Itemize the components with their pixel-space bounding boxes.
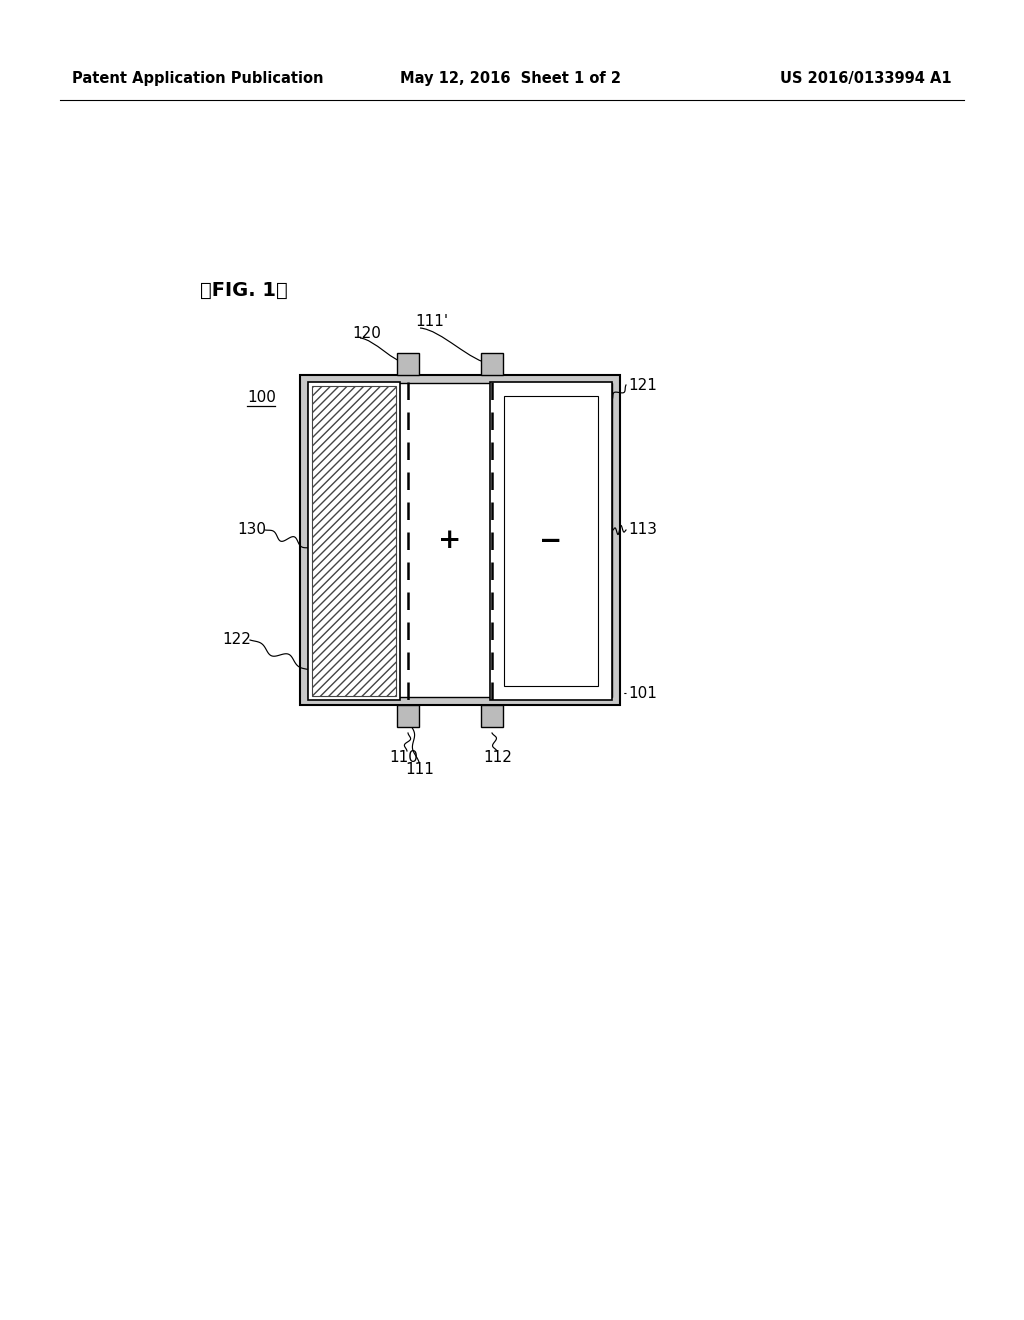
- Bar: [504, 396, 598, 686]
- Bar: [490, 381, 612, 700]
- Text: 【FIG. 1】: 【FIG. 1】: [200, 281, 288, 300]
- Bar: [308, 383, 612, 697]
- Text: Patent Application Publication: Patent Application Publication: [72, 70, 324, 86]
- Text: 120: 120: [352, 326, 381, 341]
- Bar: [481, 352, 503, 375]
- Text: 111': 111': [415, 314, 449, 330]
- Text: −: −: [540, 528, 562, 554]
- Text: 121: 121: [628, 378, 656, 392]
- Text: May 12, 2016  Sheet 1 of 2: May 12, 2016 Sheet 1 of 2: [400, 70, 621, 86]
- Text: 112: 112: [483, 750, 512, 764]
- Bar: [481, 705, 503, 727]
- Bar: [308, 381, 400, 700]
- Text: 111: 111: [406, 763, 434, 777]
- Text: 122: 122: [222, 632, 251, 648]
- Text: 113: 113: [628, 523, 657, 537]
- Text: 100: 100: [247, 391, 275, 405]
- Bar: [397, 705, 419, 727]
- Text: US 2016/0133994 A1: US 2016/0133994 A1: [780, 70, 951, 86]
- Text: 101: 101: [628, 685, 656, 701]
- Bar: [300, 375, 620, 705]
- Bar: [312, 385, 396, 696]
- Bar: [397, 352, 419, 375]
- Text: 110: 110: [389, 750, 418, 764]
- Text: 130: 130: [237, 523, 266, 537]
- Text: +: +: [438, 528, 462, 554]
